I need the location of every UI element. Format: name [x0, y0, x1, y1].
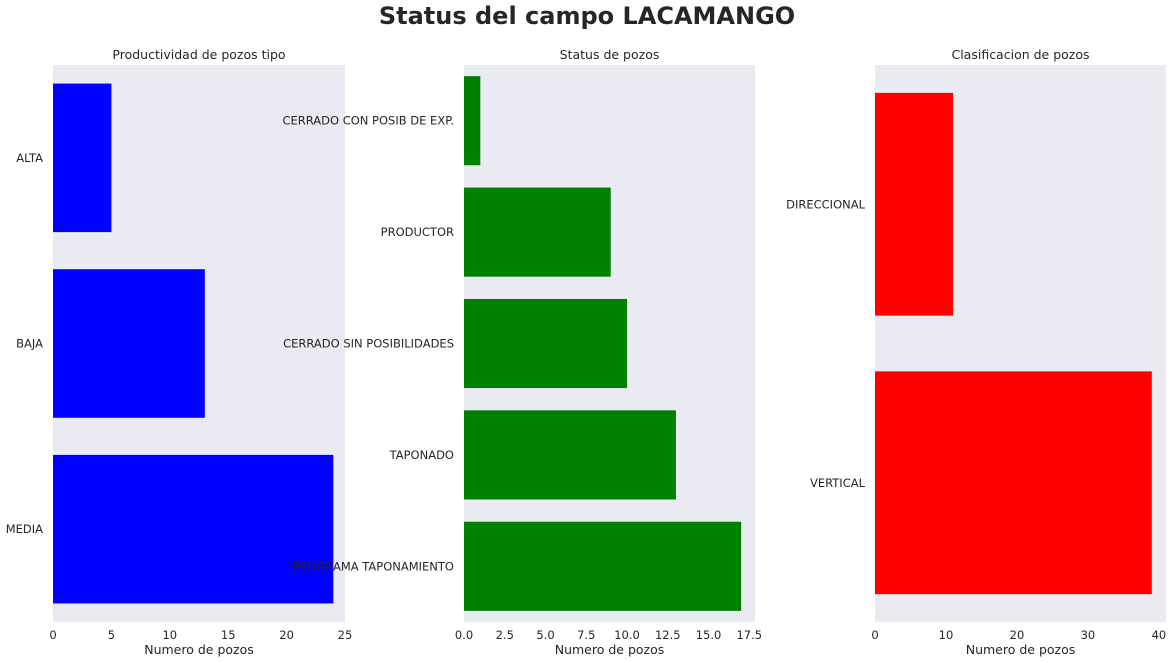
bar-2-1 — [464, 521, 742, 611]
x-tick-label: 25 — [338, 628, 353, 642]
bar-3-1 — [875, 371, 1152, 595]
x-axis-label: Numero de pozos — [555, 642, 665, 657]
bar-2-5 — [464, 76, 481, 166]
x-tick-label: 40 — [1152, 628, 1167, 642]
bar-2-4 — [464, 187, 611, 277]
y-tick-label: TAPONADO — [389, 448, 454, 462]
panel-title: Productividad de pozos tipo — [112, 47, 285, 62]
y-tick-label: MEDIA — [6, 522, 43, 536]
x-tick-label: 5.0 — [536, 628, 554, 642]
y-tick-label: CERRADO SIN POSIBILIDADES — [283, 337, 454, 351]
figure-title: Status del campo LACAMANGO — [378, 2, 796, 30]
x-tick-label: 0 — [49, 628, 56, 642]
bar-3-2 — [875, 92, 954, 316]
x-tick-label: 7.5 — [577, 628, 595, 642]
y-tick-label: PROGRAMA TAPONAMIENTO — [293, 559, 454, 573]
x-tick-label: 10 — [939, 628, 954, 642]
panel-title: Status de pozos — [560, 47, 660, 62]
bar-1-3 — [53, 83, 112, 233]
x-axis-label: Numero de pozos — [966, 642, 1076, 657]
x-tick-label: 30 — [1081, 628, 1096, 642]
bar-2-3 — [464, 298, 628, 389]
x-tick-label: 10 — [162, 628, 177, 642]
y-tick-label: DIRECCIONAL — [786, 197, 865, 211]
x-tick-label: 10.0 — [614, 628, 640, 642]
y-tick-label: ALTA — [16, 151, 43, 165]
x-tick-label: 15 — [221, 628, 236, 642]
x-tick-label: 0 — [871, 628, 878, 642]
y-tick-label: CERRADO CON POSIB DE EXP. — [282, 114, 454, 128]
panel-title: Clasificacion de pozos — [951, 47, 1089, 62]
bar-2-2 — [464, 410, 676, 500]
x-tick-label: 0.0 — [455, 628, 473, 642]
x-tick-label: 20 — [279, 628, 294, 642]
x-axis-label: Numero de pozos — [144, 642, 254, 657]
x-tick-label: 2.5 — [496, 628, 514, 642]
x-tick-label: 17.5 — [736, 628, 762, 642]
x-tick-label: 20 — [1010, 628, 1025, 642]
x-tick-label: 15.0 — [696, 628, 722, 642]
bar-1-1 — [53, 454, 334, 604]
x-tick-label: 5 — [108, 628, 115, 642]
bar-1-2 — [53, 269, 205, 418]
y-tick-label: VERTICAL — [810, 476, 866, 490]
x-tick-label: 12.5 — [655, 628, 681, 642]
y-tick-label: PRODUCTOR — [381, 225, 454, 239]
y-tick-label: BAJA — [16, 337, 43, 351]
